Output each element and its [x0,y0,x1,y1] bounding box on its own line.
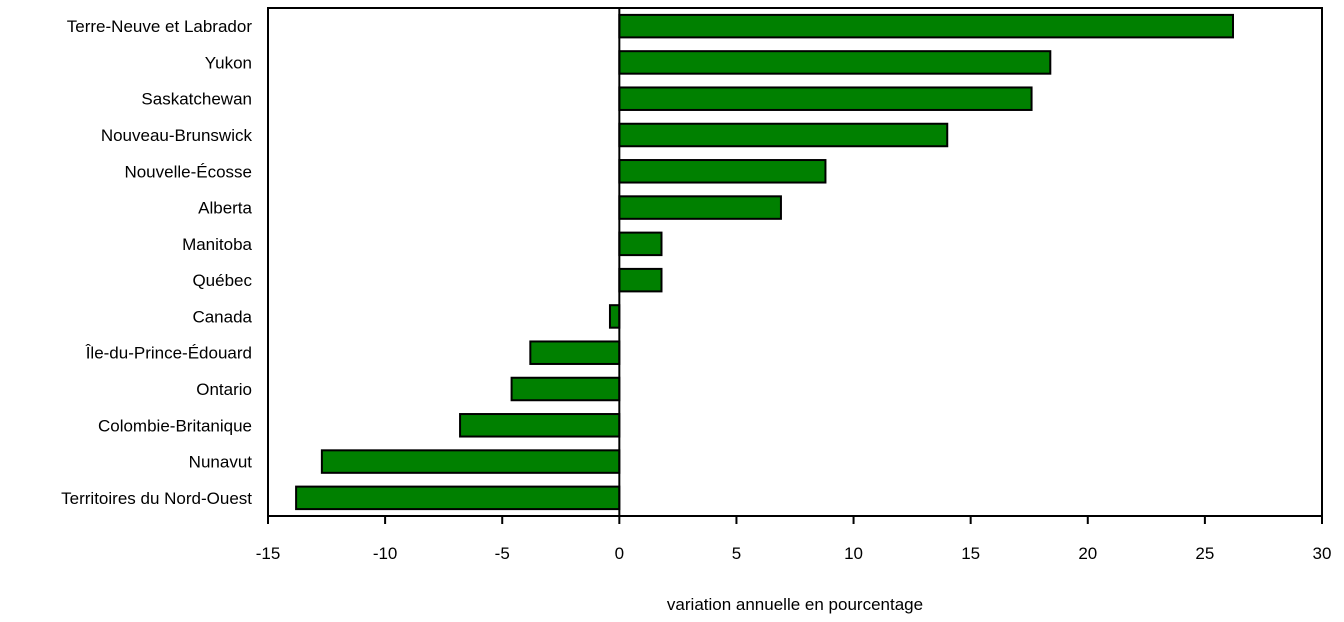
x-tick-label: 15 [961,544,980,563]
bar [459,413,621,438]
category-label: Ontario [196,380,252,399]
bar [295,485,621,511]
x-tick-label: 20 [1078,544,1097,563]
bar [618,159,827,184]
bar [608,304,621,329]
x-tick-label: 0 [615,544,624,563]
category-label: Nouvelle-Écosse [124,162,252,181]
category-label: Manitoba [182,235,252,254]
category-label: Nouveau-Brunswick [101,126,253,145]
bar [320,449,621,474]
x-axis-title: variation annuelle en pourcentage [667,595,923,614]
x-tick-label: -5 [495,544,510,563]
category-labels-group: Terre-Neuve et Labrador Yukon Saskatchewan… [61,17,252,508]
x-tick-label: -15 [256,544,281,563]
category-label: Nunavut [189,453,253,472]
bar [618,267,663,293]
x-tick-label: 25 [1195,544,1214,563]
bar [618,50,1052,75]
category-label: Île-du-Prince-Édouard [85,344,252,363]
x-tick-label: -10 [373,544,398,563]
bar [618,231,663,257]
bar [618,122,949,148]
category-label: Colombie-Britanique [98,416,252,435]
category-label: Territoires du Nord-Ouest [61,489,252,508]
category-label: Canada [192,307,252,326]
category-label: Alberta [198,199,252,218]
bar [510,376,621,402]
category-label: Yukon [205,53,252,72]
category-label: Saskatchewan [141,90,252,109]
category-label: Terre-Neuve et Labrador [67,17,253,36]
x-tick-label: 5 [732,544,741,563]
bar [618,13,1234,39]
x-tick-label: 30 [1313,544,1332,563]
bar [618,86,1033,111]
bars-group [295,13,1234,511]
bar [618,195,782,220]
category-label: Québec [192,271,252,290]
x-ticks-group: -15 -10 -5 0 5 10 15 20 25 30 [256,516,1332,563]
plot-frame [267,7,1323,517]
x-tick-label: 10 [844,544,863,563]
bar [529,340,621,365]
